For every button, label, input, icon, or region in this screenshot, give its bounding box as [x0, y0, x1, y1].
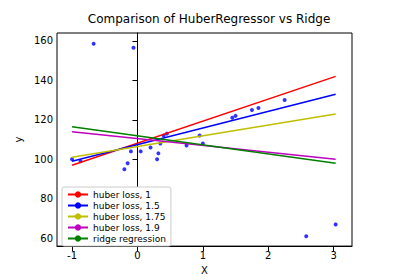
svg-text:huber loss, 1: huber loss, 1 [93, 190, 151, 200]
svg-text:huber loss, 1.5: huber loss, 1.5 [93, 201, 160, 211]
svg-text:80: 80 [40, 193, 53, 204]
svg-text:ridge regression: ridge regression [93, 234, 166, 244]
svg-text:160: 160 [34, 35, 53, 46]
svg-text:huber loss, 1.9: huber loss, 1.9 [93, 223, 160, 233]
svg-text:-1: -1 [67, 250, 77, 261]
svg-text:X: X [201, 265, 208, 276]
svg-text:1: 1 [200, 250, 206, 261]
svg-text:2: 2 [265, 250, 271, 261]
svg-text:huber loss, 1.75: huber loss, 1.75 [93, 212, 165, 222]
svg-text:120: 120 [34, 114, 53, 125]
svg-text:100: 100 [34, 154, 53, 165]
svg-text:3: 3 [330, 250, 336, 261]
svg-text:0: 0 [134, 250, 140, 261]
svg-text:Comparison of HuberRegressor v: Comparison of HuberRegressor vs Ridge [88, 12, 331, 26]
svg-text:60: 60 [40, 233, 53, 244]
svg-text:140: 140 [34, 75, 53, 86]
svg-text:y: y [13, 137, 24, 143]
